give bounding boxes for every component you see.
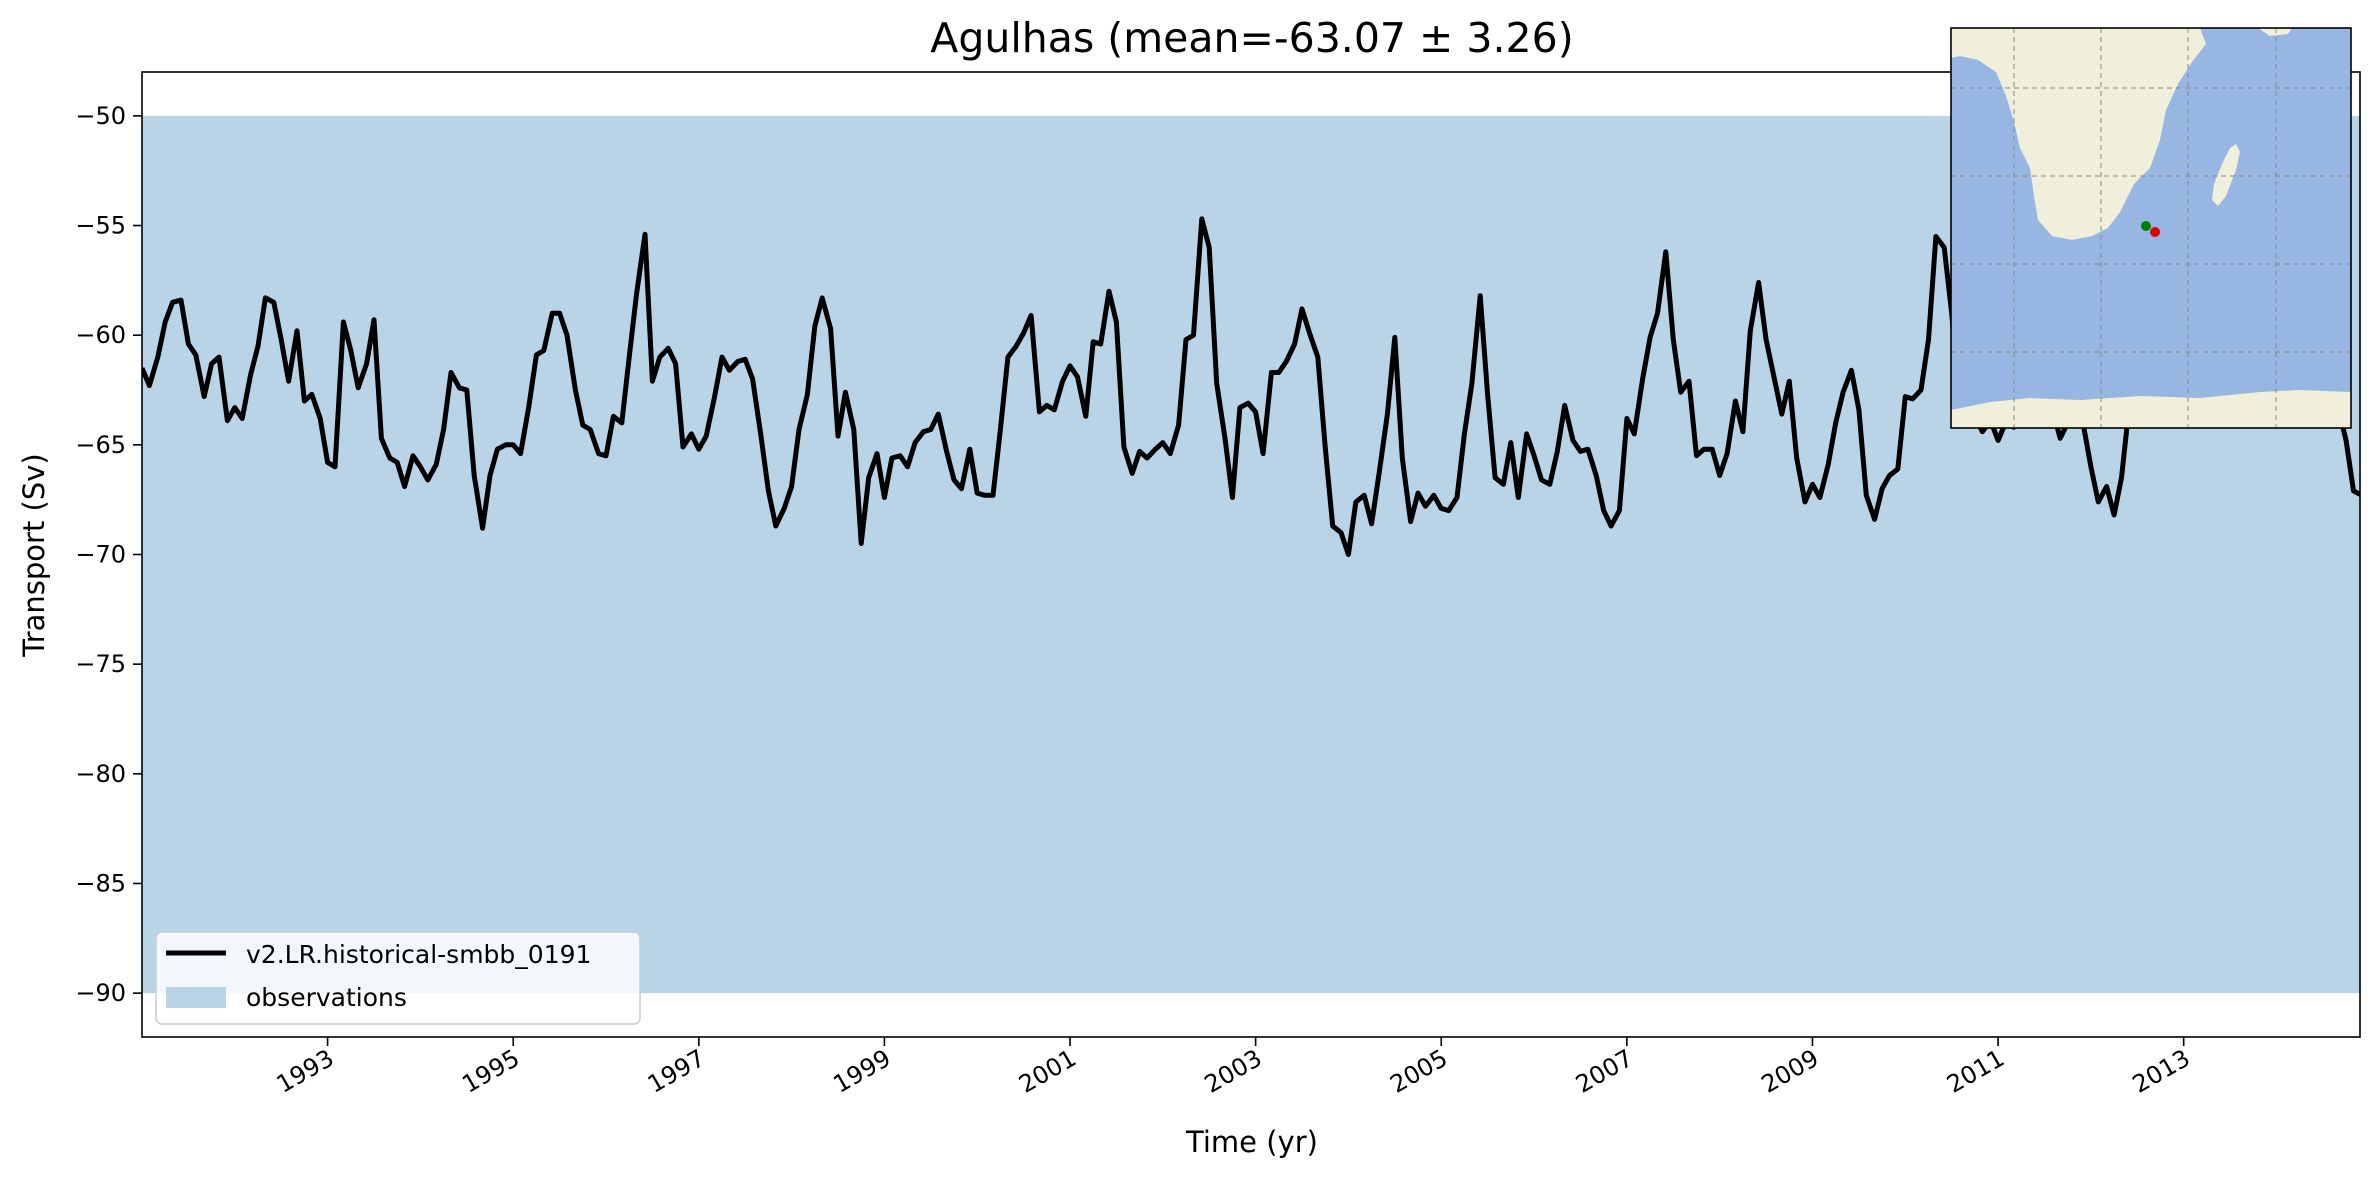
y-tick-label: −60 xyxy=(75,321,126,349)
x-tick-label: 1993 xyxy=(272,1044,339,1099)
y-tick-label: −80 xyxy=(75,760,126,788)
x-tick-label: 2009 xyxy=(1757,1044,1824,1099)
y-tick-label: −90 xyxy=(75,979,126,1007)
inset-map-frame xyxy=(1950,27,2352,429)
x-tick-label: 2001 xyxy=(1014,1044,1081,1099)
x-tick-label: 1999 xyxy=(829,1044,896,1099)
inset-map-antarctica-land xyxy=(1951,390,2351,428)
inset-map-marker-red xyxy=(2150,227,2160,237)
x-tick-label: 2003 xyxy=(1200,1044,1267,1099)
chart-title: Agulhas (mean=-63.07 ± 3.26) xyxy=(930,14,1573,62)
legend-patch-swatch xyxy=(166,987,226,1008)
y-tick-label: −85 xyxy=(75,869,126,897)
y-axis: −50 −55 −60 −65 −70 −75 −80 −85 −90 xyxy=(75,102,142,1007)
x-tick-label: 2011 xyxy=(1942,1044,2009,1099)
y-tick-label: −70 xyxy=(75,541,126,569)
inset-map-coast-arabia xyxy=(2258,28,2292,36)
x-tick-label: 2013 xyxy=(2128,1044,2195,1099)
inset-map-marker-green xyxy=(2141,221,2151,231)
inset-map xyxy=(1950,27,2352,429)
y-tick-label: −65 xyxy=(75,431,126,459)
x-axis-label: Time (yr) xyxy=(1185,1125,1318,1159)
legend-box xyxy=(155,931,641,1025)
y-axis-label: Transport (Sv) xyxy=(17,453,51,658)
inset-map-madagascar-land xyxy=(2212,144,2240,206)
x-tick-label: 2007 xyxy=(1571,1044,1638,1099)
legend-label-series: v2.LR.historical-smbb_0191 xyxy=(246,940,591,969)
x-tick-label: 1995 xyxy=(457,1044,524,1099)
legend: v2.LR.historical-smbb_0191 observations xyxy=(155,931,641,1025)
x-axis: 1993 1995 1997 1999 2001 2003 2005 2007 2009 2011… xyxy=(272,1037,2195,1099)
y-tick-label: −75 xyxy=(75,650,126,678)
inset-map-gridlines xyxy=(1951,28,2351,428)
legend-label-observations: observations xyxy=(246,983,407,1012)
y-tick-label: −50 xyxy=(75,102,126,130)
inset-map-africa-land xyxy=(1951,28,2206,240)
x-tick-label: 1997 xyxy=(643,1044,710,1099)
x-tick-label: 2005 xyxy=(1385,1044,1452,1099)
y-tick-label: −55 xyxy=(75,212,126,240)
